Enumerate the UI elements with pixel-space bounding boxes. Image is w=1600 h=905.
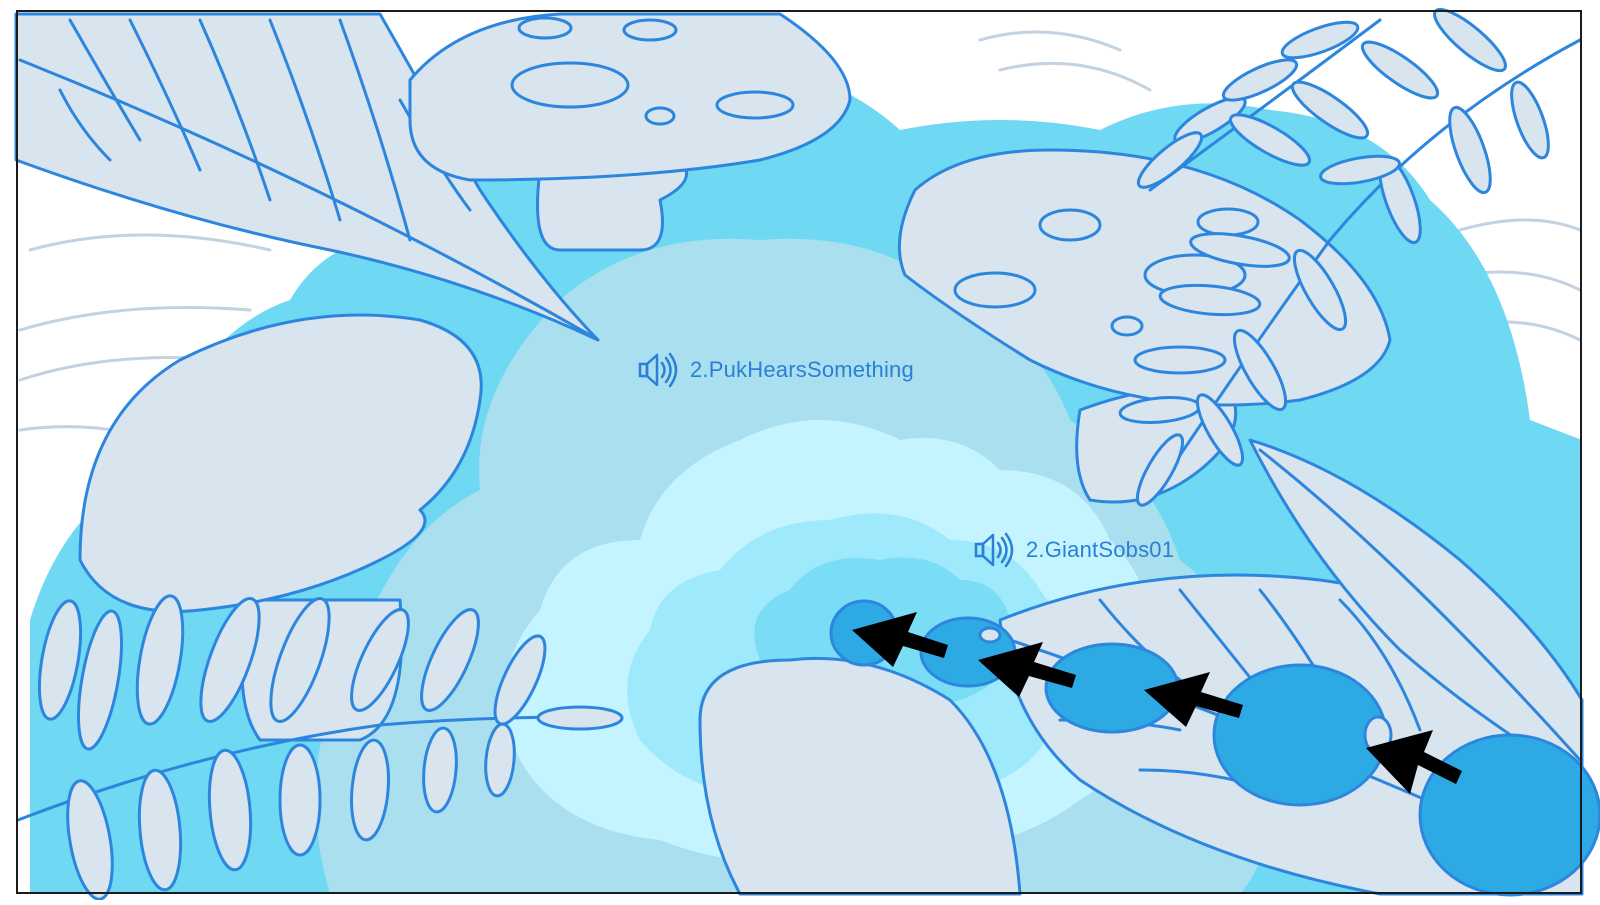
direction-arrows [852,612,1462,794]
mushroom-bottom [698,656,1022,896]
mushroom-top [408,12,852,252]
fern-upper-right [1118,7,1582,507]
arrow-icon [978,642,1076,697]
teardrop-icon [1418,733,1600,897]
audio-cue-label: 2.PukHearsSomething [690,357,914,382]
arrow-icon [1366,730,1462,794]
speaker-icon [974,532,1014,568]
fern-lower-left [16,594,624,901]
arrow-icon [852,612,948,667]
audio-cue-giant-sobs[interactable]: 2.GiantSobs01 [974,532,1174,568]
audio-cue-label: 2.GiantSobs01 [1026,537,1175,562]
teardrop-icon [1212,663,1388,807]
speaker-icon [638,352,678,388]
mushroom-right [897,148,1392,504]
arrow-icon [1144,672,1243,727]
audio-cue-puk-hears-something[interactable]: 2.PukHearsSomething [638,352,914,388]
